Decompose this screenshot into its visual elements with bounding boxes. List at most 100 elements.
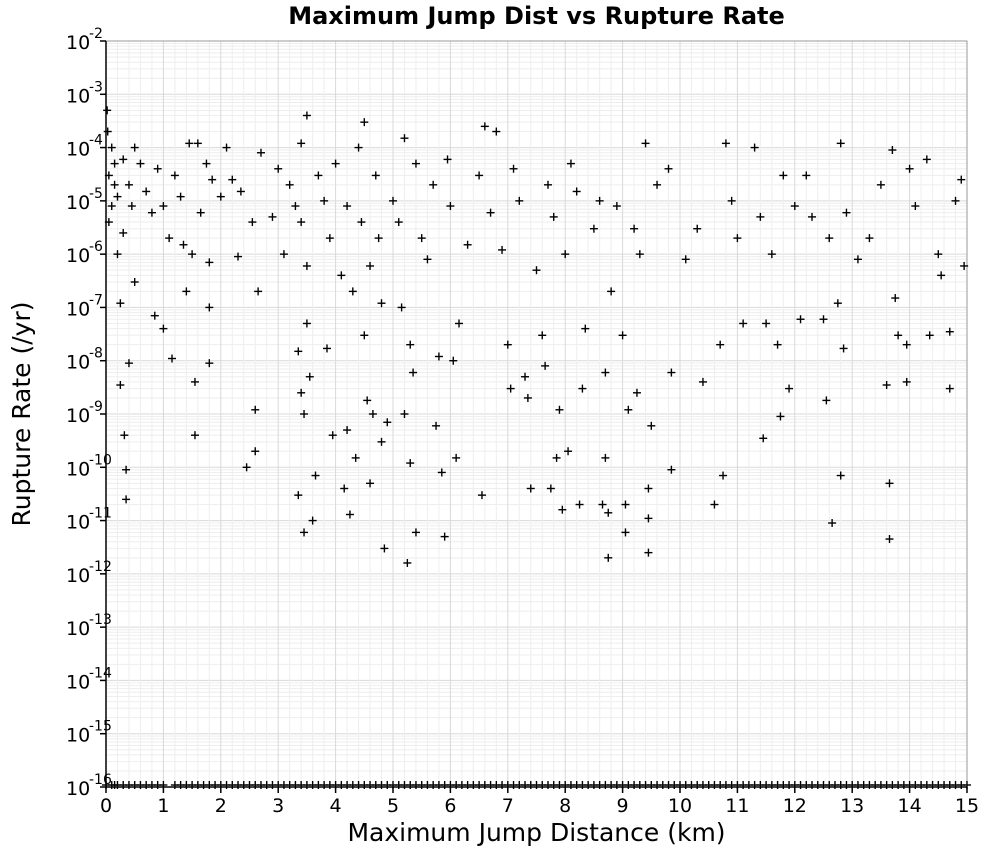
data-point (543, 180, 552, 189)
data-point (423, 255, 432, 264)
data-point (130, 143, 139, 152)
data-point (170, 171, 179, 180)
data-point (721, 139, 730, 148)
data-point (523, 393, 532, 402)
y-tick-label: 10 (66, 512, 90, 534)
x-tick-label: 1 (157, 795, 169, 817)
data-point (403, 558, 412, 567)
y-tick-exponent: -16 (89, 772, 112, 788)
data-point (314, 171, 323, 180)
data-point (165, 234, 174, 243)
data-point (480, 122, 489, 131)
data-point (842, 208, 851, 217)
data-point (119, 155, 128, 164)
x-tick-label: 12 (783, 795, 807, 817)
data-point (885, 479, 894, 488)
data-point (107, 143, 116, 152)
data-point (190, 377, 199, 386)
data-point (248, 218, 257, 227)
data-point (526, 484, 535, 493)
data-point (759, 434, 768, 443)
data-point (437, 468, 446, 477)
data-point (377, 299, 386, 308)
data-point (644, 548, 653, 557)
data-point (103, 106, 112, 115)
data-point (853, 255, 862, 264)
data-point (598, 500, 607, 509)
data-point (549, 212, 558, 221)
y-tick-exponent: -2 (89, 26, 103, 42)
data-point (188, 250, 197, 259)
data-point (417, 234, 426, 243)
data-point (366, 479, 375, 488)
y-tick-exponent: -4 (89, 133, 103, 149)
data-point (727, 196, 736, 205)
data-point (345, 510, 354, 519)
data-point (716, 340, 725, 349)
data-point (621, 500, 630, 509)
data-point (251, 447, 260, 456)
y-tick-exponent: -8 (89, 346, 103, 362)
data-point (463, 240, 472, 249)
data-point (538, 331, 547, 340)
data-point (595, 196, 604, 205)
data-point (400, 134, 409, 143)
x-tick-label: 15 (955, 795, 979, 817)
data-point (320, 196, 329, 205)
data-point (242, 463, 251, 472)
data-point (667, 368, 676, 377)
y-axis-ticks: 10-210-310-410-510-610-710-810-910-1010-… (66, 26, 112, 800)
data-point (110, 180, 119, 189)
data-point (297, 139, 306, 148)
data-point (601, 453, 610, 462)
data-point (822, 396, 831, 405)
data-point (411, 159, 420, 168)
data-point (647, 421, 656, 430)
y-tick-exponent: -6 (89, 239, 103, 255)
data-point (196, 208, 205, 217)
data-point (785, 384, 794, 393)
data-point (297, 218, 306, 227)
y-tick-exponent: -11 (89, 506, 112, 522)
data-point (773, 340, 782, 349)
data-point (486, 208, 495, 217)
data-point (581, 324, 590, 333)
y-tick-exponent: -13 (89, 612, 112, 628)
data-point (449, 356, 458, 365)
data-point (552, 453, 561, 462)
data-point (409, 368, 418, 377)
data-point (360, 118, 369, 127)
data-point (762, 319, 771, 328)
data-point (618, 331, 627, 340)
data-point (578, 384, 587, 393)
data-point (305, 372, 314, 381)
data-point (380, 544, 389, 553)
data-point (653, 180, 662, 189)
data-point (377, 437, 386, 446)
y-tick-label: 10 (66, 245, 90, 267)
x-tick-label: 11 (725, 795, 749, 817)
data-point (902, 377, 911, 386)
data-point (477, 491, 486, 500)
data-point (357, 218, 366, 227)
x-tick-label: 4 (330, 795, 342, 817)
data-point (302, 111, 311, 120)
data-point (819, 315, 828, 324)
data-point (828, 519, 837, 528)
data-point (455, 319, 464, 328)
data-point (285, 180, 294, 189)
y-tick-exponent: -15 (89, 719, 112, 735)
data-point (279, 250, 288, 259)
data-point (532, 266, 541, 275)
y-tick-exponent: -12 (89, 559, 112, 575)
data-point (432, 421, 441, 430)
data-point (291, 202, 300, 211)
data-point (202, 159, 211, 168)
data-point (142, 187, 151, 196)
data-point (885, 535, 894, 544)
data-point (374, 234, 383, 243)
data-point (127, 202, 136, 211)
data-point (612, 202, 621, 211)
data-point (159, 202, 168, 211)
data-point (925, 331, 934, 340)
